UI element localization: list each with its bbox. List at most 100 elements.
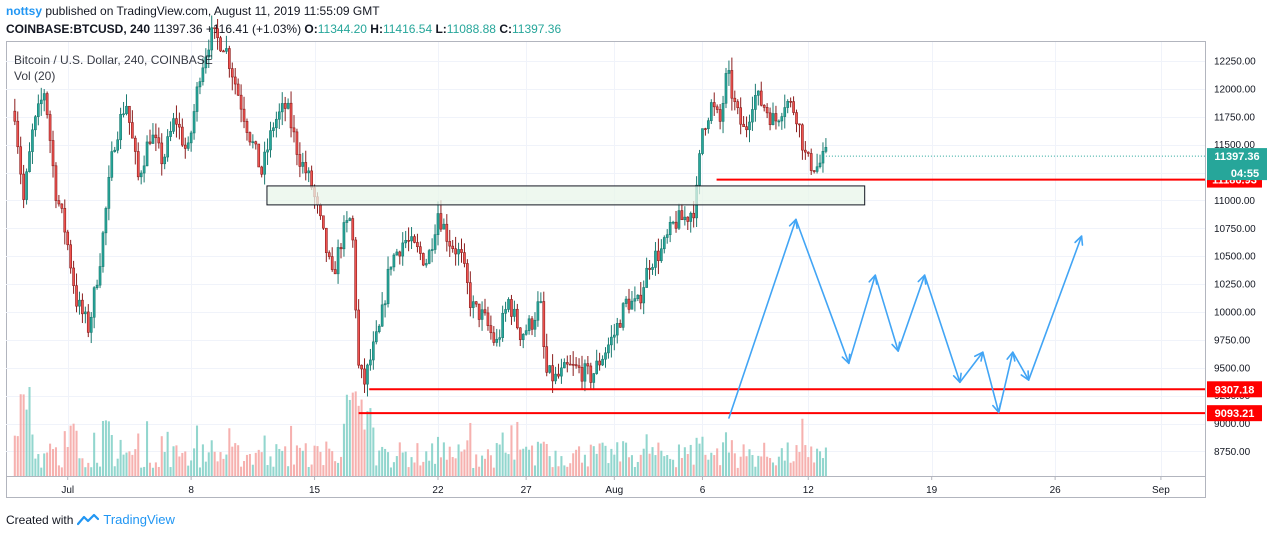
- volume-bar: [140, 467, 143, 476]
- resistance-zone[interactable]: [266, 185, 866, 206]
- volume-bar: [783, 460, 786, 476]
- candle-body: [718, 109, 722, 122]
- volume-bar: [272, 466, 275, 476]
- candle-body: [501, 312, 504, 338]
- volume-bar: [237, 445, 240, 476]
- projection-segment[interactable]: [874, 274, 899, 352]
- volume-bar: [683, 447, 686, 476]
- candle-body: [468, 282, 472, 308]
- volume-bar: [413, 462, 416, 476]
- candle-body: [742, 123, 745, 127]
- published-text: published on TradingView.com, August 11,…: [42, 4, 380, 18]
- current-price-label: 11397.36: [1214, 151, 1259, 163]
- volume-bar: [225, 454, 228, 476]
- volume-bar: [410, 457, 413, 476]
- projection-segment[interactable]: [982, 351, 1000, 414]
- candle-body: [639, 294, 643, 304]
- candle-body: [51, 140, 55, 167]
- candle-body: [815, 166, 819, 172]
- volume-bar: [610, 448, 613, 476]
- volume-bar: [60, 467, 63, 476]
- candle-body: [671, 221, 675, 224]
- volume-bar: [616, 442, 619, 476]
- author-name[interactable]: nottsy: [6, 4, 42, 18]
- projection-segment[interactable]: [923, 274, 961, 384]
- volume-bar: [337, 462, 340, 476]
- tradingview-brand[interactable]: TradingView: [103, 512, 175, 527]
- candle-body: [648, 267, 651, 270]
- volume-bar: [334, 461, 337, 476]
- candle-body: [560, 367, 563, 377]
- candle-body: [178, 123, 181, 128]
- volume-bar: [307, 466, 310, 476]
- candle-body: [507, 299, 510, 310]
- candle-body: [724, 73, 728, 104]
- volume-bar: [219, 452, 222, 476]
- x-tick-label: 12: [803, 485, 815, 496]
- volume-bar: [116, 458, 119, 476]
- candle-body: [554, 373, 557, 382]
- volume-bar: [810, 446, 813, 476]
- candle-body: [92, 287, 96, 318]
- projection-segment[interactable]: [897, 274, 926, 352]
- volume-bar: [25, 409, 28, 476]
- level-lines[interactable]: [358, 178, 1205, 415]
- volume-bar: [601, 442, 604, 476]
- volume-bar: [630, 455, 633, 476]
- projection-segment[interactable]: [959, 351, 984, 384]
- volume-bar: [157, 466, 160, 476]
- candle-body: [486, 312, 490, 326]
- projection-arrows[interactable]: [728, 218, 1084, 419]
- candle-body: [239, 94, 243, 110]
- candle-body: [795, 112, 798, 125]
- candle-body: [372, 341, 375, 361]
- volume-bar: [163, 451, 166, 476]
- candle-body: [254, 141, 258, 145]
- projection-segment[interactable]: [795, 218, 850, 365]
- volume-bar: [445, 459, 448, 476]
- candle-body: [280, 103, 284, 113]
- volume-bar: [251, 464, 254, 476]
- volume-bar: [34, 458, 37, 476]
- time-axis[interactable]: Jul 8 15 22 27 Aug 6 12 19 26 Sep: [61, 476, 1170, 496]
- candle-body: [612, 334, 616, 338]
- candle-body: [498, 337, 502, 340]
- volume-bar: [13, 435, 16, 476]
- volume-bar: [672, 459, 675, 476]
- volume-bar: [387, 452, 390, 476]
- candle-body: [789, 101, 792, 103]
- y-tick-label: 8750.00: [1214, 447, 1251, 458]
- projection-segment[interactable]: [728, 218, 797, 419]
- price-axis[interactable]: 8750.009000.009250.009500.009750.0010000…: [1214, 56, 1256, 457]
- candle-body: [251, 141, 255, 143]
- projection-segment[interactable]: [1012, 351, 1030, 381]
- candle-body: [145, 141, 149, 167]
- candle-body: [662, 237, 666, 250]
- volume-bar: [143, 466, 146, 476]
- last-price: 11397.36: [153, 22, 203, 36]
- projection-segment[interactable]: [997, 351, 1014, 414]
- volume-bar: [619, 461, 622, 476]
- volume-bar: [231, 446, 234, 476]
- candle-body: [748, 121, 751, 131]
- volume-bar: [398, 442, 401, 476]
- candle-body: [45, 93, 49, 115]
- zone-rect[interactable]: [266, 185, 866, 206]
- candle-body: [577, 365, 581, 368]
- volume-bar: [366, 411, 369, 476]
- volume-bar: [478, 466, 481, 476]
- x-tick-label: 19: [926, 485, 938, 496]
- volume-bar: [786, 442, 789, 476]
- volume-bar: [642, 448, 645, 476]
- volume-bar: [96, 462, 99, 476]
- volume-bar: [816, 448, 819, 476]
- volume-bar: [72, 423, 75, 476]
- close-value: 11397.36: [511, 22, 562, 36]
- candle-body: [133, 137, 137, 152]
- candle-body: [342, 222, 346, 250]
- candle-body: [812, 170, 816, 172]
- projection-segment[interactable]: [1027, 235, 1083, 381]
- volume-bar: [460, 451, 463, 476]
- projection-segment[interactable]: [848, 274, 877, 365]
